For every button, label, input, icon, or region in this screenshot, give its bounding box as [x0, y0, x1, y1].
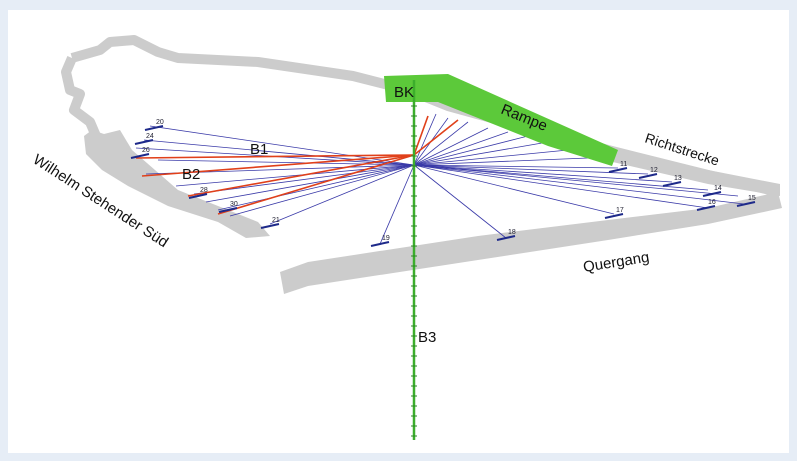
- receiver-marker: 13: [662, 175, 682, 187]
- fan-line-17: [413, 164, 709, 191]
- receiver-marker: 21: [260, 217, 280, 229]
- fan-line-22: [413, 149, 569, 166]
- label-b1: B1: [250, 141, 268, 158]
- receiver-number: 14: [714, 185, 722, 192]
- borehole-b3: [411, 80, 417, 440]
- fan-line-20: [413, 164, 619, 169]
- receiver-number: 18: [508, 229, 516, 236]
- receiver-marker: 19: [370, 235, 390, 247]
- gallery-wilhelm-stehender-sued: [84, 130, 270, 238]
- fan-line-24: [413, 135, 529, 166]
- receiver-marker: 12: [638, 167, 658, 179]
- fan-line-25: [413, 131, 509, 166]
- red-line-4: [413, 115, 429, 156]
- red-line-2: [187, 154, 415, 197]
- red-line-1: [141, 154, 415, 177]
- fan-line-27: [413, 121, 469, 166]
- fan-line-26: [413, 127, 489, 166]
- receiver-number: 17: [616, 207, 624, 214]
- fan-line-16: [413, 164, 739, 197]
- fan-line-5: [175, 164, 415, 187]
- receiver-number: 16: [708, 199, 716, 206]
- fan-line-29: [413, 113, 437, 166]
- receiver-marker: 17: [604, 207, 624, 219]
- fan-line-10: [269, 164, 415, 225]
- fan-line-18: [413, 164, 673, 183]
- rampe-shape: [384, 74, 618, 166]
- receiver-marker: 26: [130, 147, 150, 159]
- receiver-marker: 16: [696, 199, 716, 211]
- fan-line-1: [143, 139, 415, 166]
- fan-line-11: [379, 164, 415, 245]
- label-b2: B2: [182, 166, 200, 183]
- receiver-number: 11: [620, 161, 627, 168]
- receiver-number: 20: [156, 119, 164, 126]
- fan-line-8: [217, 164, 415, 211]
- gallery-quergang: [280, 192, 782, 294]
- receiver-marker: 28: [188, 187, 208, 199]
- fan-lines: [135, 113, 745, 245]
- receiver-number: 12: [650, 167, 658, 174]
- label-quergang: Quergang: [582, 249, 651, 276]
- fan-line-21: [413, 157, 589, 166]
- fan-line-0: [149, 125, 415, 166]
- fan-line-12: [413, 164, 507, 239]
- fan-line-15: [413, 164, 745, 205]
- receiver-number: 30: [230, 201, 238, 208]
- red-line-3: [217, 154, 415, 215]
- receiver-number: 26: [142, 147, 150, 154]
- fan-line-3: [157, 159, 415, 166]
- label-b3: B3: [418, 329, 436, 346]
- receiver-marker: 15: [736, 195, 756, 207]
- receiver-marker: 24: [134, 133, 154, 145]
- fan-line-19: [413, 164, 649, 175]
- gallery-west-spur: [61, 56, 101, 138]
- receiver-marker: 11: [608, 161, 627, 173]
- receiver-number: 24: [146, 133, 154, 140]
- receiver-marker: 18: [496, 229, 516, 241]
- receiver-number: 15: [748, 195, 756, 202]
- receiver-marker: 30: [218, 201, 238, 213]
- fan-line-14: [413, 164, 709, 209]
- fan-line-7: [205, 164, 415, 203]
- fan-line-9: [229, 164, 415, 217]
- receiver-number: 21: [272, 217, 280, 224]
- fan-line-6: [193, 164, 415, 195]
- receiver-marker: 14: [702, 185, 722, 197]
- receiver-number: 19: [382, 235, 390, 242]
- receiver-number: 13: [674, 175, 682, 182]
- red-line-5: [413, 119, 459, 156]
- label-bk: BK: [394, 84, 414, 101]
- fan-line-13: [413, 164, 615, 215]
- red-line-0: [135, 154, 415, 159]
- receiver-marker: 20: [144, 119, 164, 131]
- diagram-frame: 20 24 26 28 30 11 12 13 14 15 16 17 18 19 21 BK Rampe …: [8, 10, 789, 453]
- gallery-richtstrecke: [604, 146, 780, 196]
- fan-line-23: [413, 141, 549, 166]
- receiver-number: 28: [200, 187, 208, 194]
